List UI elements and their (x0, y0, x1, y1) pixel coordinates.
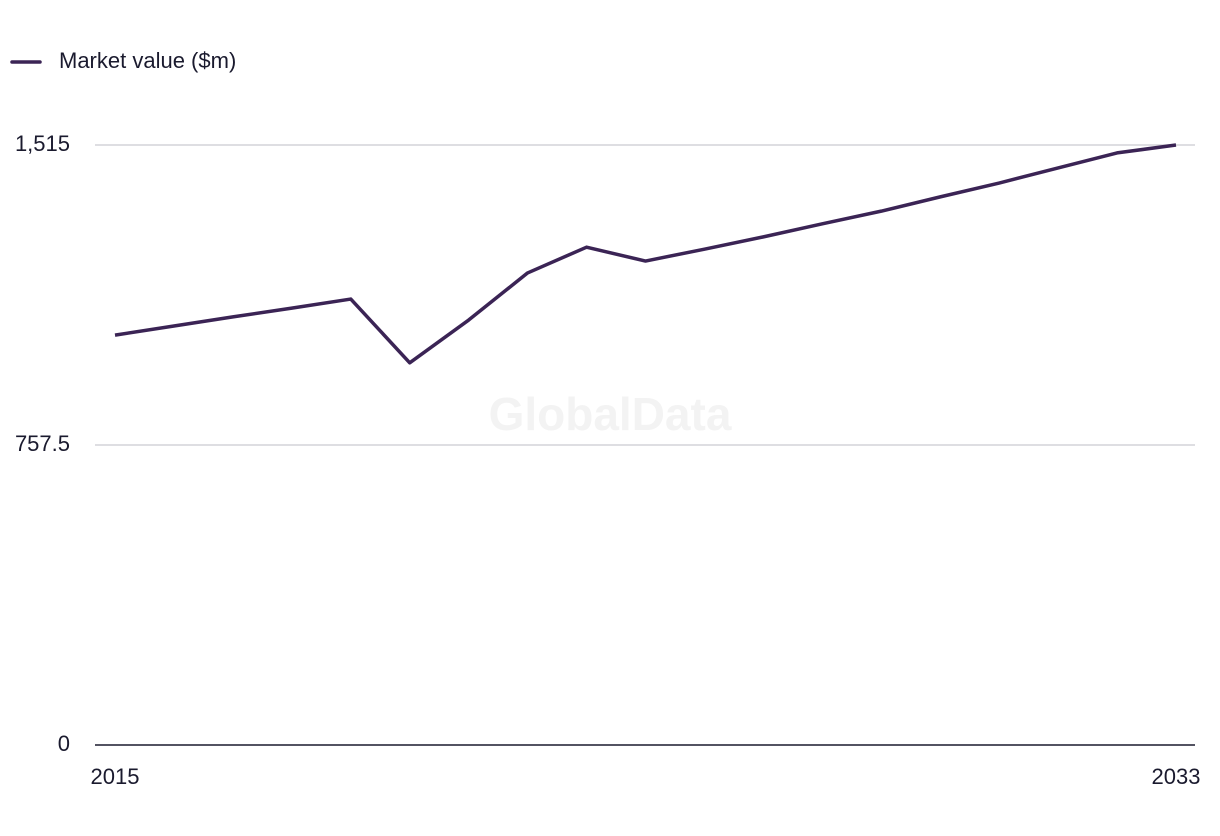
y-tick-label: 0 (58, 731, 70, 756)
watermark: GlobalData (489, 388, 732, 440)
x-tick-label: 2015 (91, 764, 140, 789)
legend-label: Market value ($m) (59, 48, 236, 73)
y-tick-label: 757.5 (15, 431, 70, 456)
data-line (114, 143, 1177, 365)
y-tick-label: 1,515 (15, 131, 70, 156)
x-tick-label: 2033 (1152, 764, 1201, 789)
